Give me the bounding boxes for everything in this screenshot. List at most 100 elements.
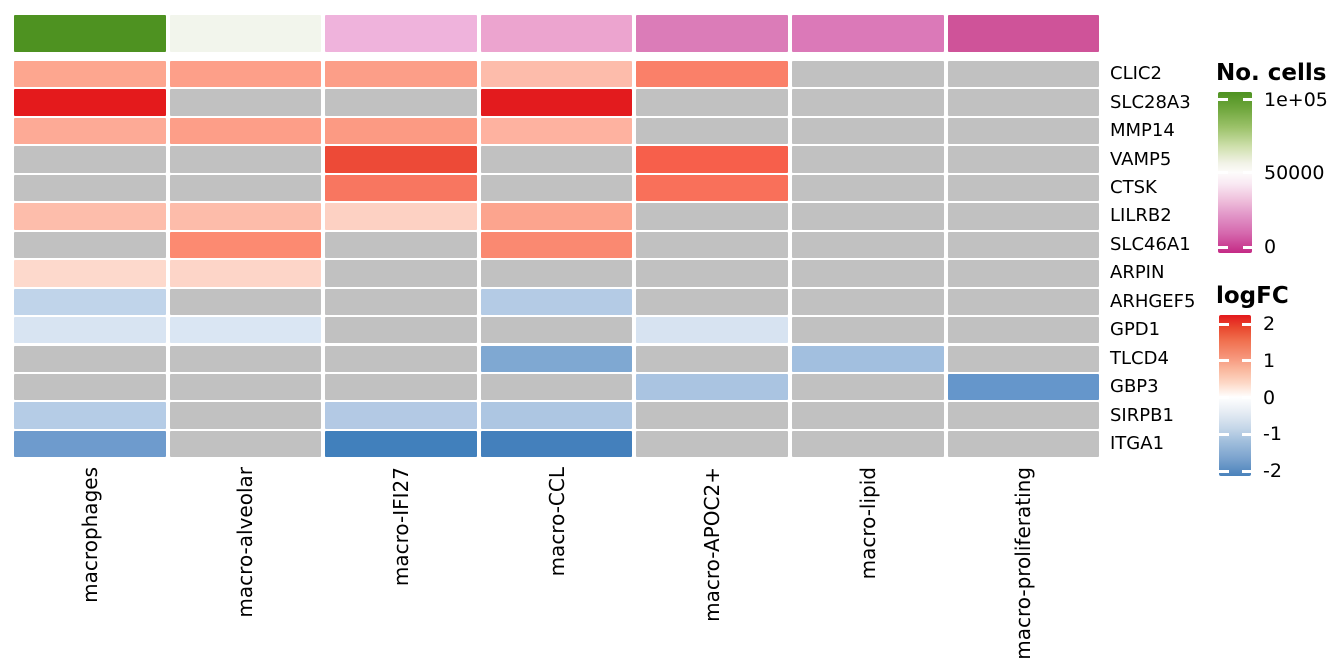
heatmap-cell (480, 231, 633, 259)
heatmap-cell (636, 288, 788, 315)
heatmap-cell (325, 117, 477, 145)
heatmap-cell (792, 430, 944, 458)
legend-tick-dash (1218, 245, 1228, 249)
heatmap-cell (947, 373, 1100, 401)
heatmap-cell (636, 61, 788, 88)
gene-label: ARHGEF5 (1110, 290, 1196, 312)
heatmap-cell (14, 174, 166, 202)
heatmap-cell (14, 203, 166, 230)
heatmap-cell (636, 260, 788, 287)
heatmap-cell (947, 146, 1100, 173)
legend-tick-dash (1219, 469, 1229, 473)
heatmap-cell (636, 231, 788, 259)
heatmap-cell (325, 61, 477, 88)
heatmap-cell (792, 174, 944, 202)
gene-label: LILRB2 (1110, 205, 1172, 227)
heatmap-cell (947, 317, 1100, 344)
heatmap-cell (14, 231, 166, 259)
heatmap-cell (480, 89, 633, 116)
heatmap-cell (947, 174, 1100, 202)
heatmap-cell (14, 345, 166, 372)
heatmap-cell (792, 373, 944, 401)
legend-tick-dash (1243, 98, 1252, 101)
heatmap-cell (480, 174, 633, 202)
heatmap-cell (636, 402, 788, 429)
heatmap-cell (480, 430, 633, 458)
heatmap-cell (792, 89, 944, 116)
heatmap-cell (947, 430, 1100, 458)
heatmap-cell (14, 146, 166, 173)
gene-label: SLC46A1 (1110, 233, 1191, 255)
heatmap-cell (169, 317, 322, 344)
heatmap-cell (636, 146, 788, 173)
heatmap-cell (792, 203, 944, 230)
heatmap-cell (169, 345, 322, 372)
heatmap-cell (14, 402, 166, 429)
legend-tick-label: 2 (1263, 313, 1276, 335)
heatmap-cell (325, 231, 477, 259)
legend-tick-label: 50000 (1264, 161, 1325, 184)
heatmap-cell (325, 146, 477, 173)
heatmap-cell (480, 117, 633, 145)
heatmap-cell (14, 117, 166, 145)
heatmap-cell (947, 89, 1100, 116)
column-label: macro-CCL (544, 467, 569, 577)
heatmap-cell (325, 89, 477, 116)
heatmap-cell (636, 430, 788, 458)
heatmap-cell (480, 288, 633, 315)
legend-tick-dash (1218, 171, 1228, 174)
heatmap-cell (947, 231, 1100, 259)
legend-tick-label: 1e+05 (1264, 88, 1328, 111)
gene-label: CTSK (1110, 177, 1157, 198)
heatmap-cell (169, 89, 322, 116)
heatmap-cell (636, 174, 788, 202)
heatmap-cell (636, 373, 788, 401)
annotation-cell (169, 15, 322, 52)
legend-tick-dash (1218, 98, 1228, 101)
heatmap-cell (169, 174, 322, 202)
heatmap-cell (792, 231, 944, 259)
heatmap-cell (480, 317, 633, 344)
legend-logfc-gradient-bar (1219, 315, 1251, 476)
legend-tick-label: 0 (1263, 386, 1276, 409)
heatmap-cell (947, 402, 1100, 429)
column-label: macro-proliferating (1011, 467, 1036, 660)
heatmap-cell (169, 203, 322, 230)
heatmap-cell (480, 146, 633, 173)
heatmap-cell (14, 260, 166, 287)
heatmap-cell (169, 430, 322, 458)
column-label: macro-APOC2+ (700, 467, 725, 622)
gene-label: ARPIN (1110, 262, 1165, 284)
heatmap-cell (636, 317, 788, 344)
gene-label: MMP14 (1110, 120, 1175, 142)
heatmap-cell (636, 117, 788, 145)
gene-label: GBP3 (1110, 376, 1159, 398)
legend-tick-dash (1219, 432, 1229, 436)
heatmap-cell (325, 260, 477, 287)
legend-tick-label: -1 (1263, 423, 1282, 446)
heatmap-cell (325, 373, 477, 401)
heatmap-cell (480, 345, 633, 372)
legend-tick-dash (1243, 245, 1252, 249)
heatmap-cell (792, 260, 944, 287)
column-label: macrophages (77, 467, 102, 603)
heatmap-cell (792, 402, 944, 429)
annotation-cell (792, 15, 944, 52)
heatmap-cell (947, 203, 1100, 230)
column-label: macro-alveolar (233, 467, 258, 618)
gene-label: GPD1 (1110, 319, 1161, 341)
legend-logfc-title: logFC (1216, 283, 1289, 309)
heatmap-cell (325, 402, 477, 429)
heatmap-cell (325, 317, 477, 344)
gene-label: VAMP5 (1110, 148, 1172, 170)
heatmap-cell (14, 288, 166, 315)
legend-tick-dash (1242, 359, 1251, 363)
heatmap-cell (14, 61, 166, 88)
heatmap-cell (947, 260, 1100, 287)
legend-tick-dash (1242, 469, 1251, 473)
annotation-cell (636, 15, 788, 52)
heatmap-cell (636, 345, 788, 372)
heatmap-cell (325, 174, 477, 202)
legend-tick-label: 1 (1263, 349, 1276, 372)
annotation-cell (14, 15, 166, 52)
